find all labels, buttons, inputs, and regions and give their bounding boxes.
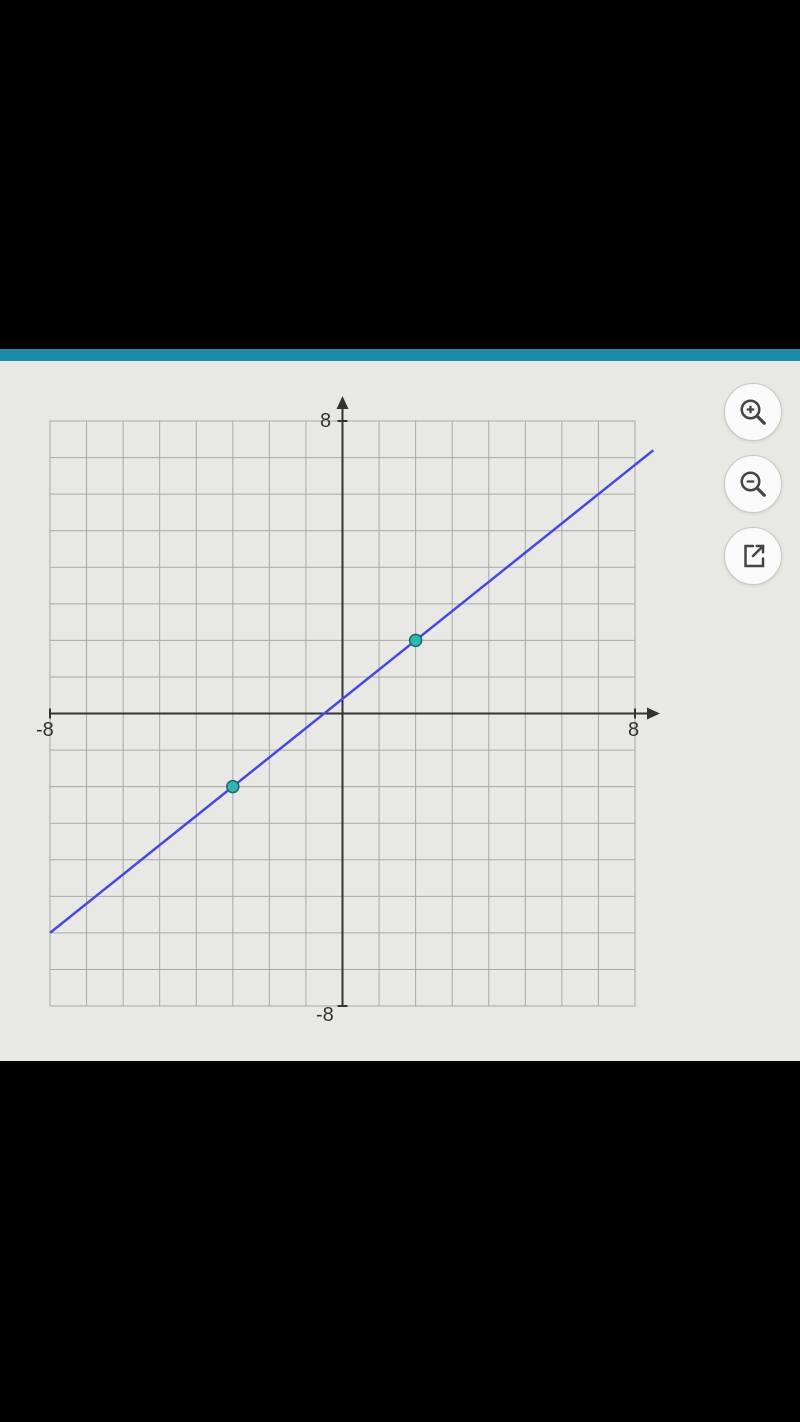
zoom-out-icon <box>738 469 768 499</box>
x-axis-pos-label: 8 <box>628 719 639 742</box>
header-strip <box>0 349 800 361</box>
graph-toolbar <box>724 383 782 585</box>
graph-svg <box>30 386 665 1041</box>
content-area: 8 -8 -8 8 <box>0 361 800 1061</box>
open-external-icon <box>738 541 768 571</box>
coordinate-graph[interactable]: 8 -8 -8 8 <box>30 386 665 1041</box>
zoom-out-button[interactable] <box>724 455 782 513</box>
zoom-in-button[interactable] <box>724 383 782 441</box>
y-axis-neg-label: -8 <box>316 1004 334 1027</box>
x-axis-neg-label: -8 <box>36 719 54 742</box>
open-button[interactable] <box>724 527 782 585</box>
zoom-in-icon <box>738 397 768 427</box>
y-axis-pos-label: 8 <box>320 410 331 433</box>
